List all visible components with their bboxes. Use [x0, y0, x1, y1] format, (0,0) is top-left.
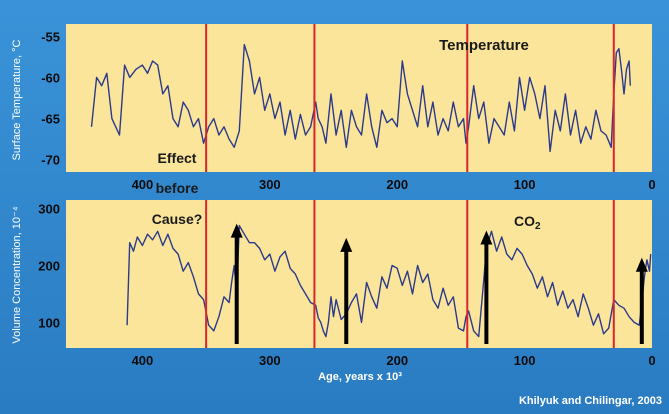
effect-annotation: Effect	[158, 150, 197, 166]
temperature-x-tick-label: 400	[132, 177, 154, 192]
temperature-panel	[66, 24, 652, 172]
temperature-x-tick-label: 300	[259, 177, 281, 192]
credit-text: Khilyuk and Chilingar, 2003	[519, 395, 662, 407]
co2-lag-arrow	[480, 230, 493, 345]
temperature-series-line	[90, 43, 631, 153]
co2-lag-arrow	[340, 237, 353, 345]
co2-x-tick-label: 400	[132, 353, 154, 368]
co2-y-axis-label: Volume Concentration, 10⁻⁴	[11, 206, 23, 343]
temperature-x-tick-label: 100	[514, 177, 536, 192]
temperature-annotation: Temperature	[439, 37, 529, 54]
before-annotation: before	[156, 180, 199, 196]
co2-series-line	[126, 224, 652, 338]
co2-y-tick-label: 100	[38, 315, 60, 330]
temperature-y-tick-label: -55	[41, 29, 60, 44]
co2-annotation: CO2	[514, 213, 541, 232]
co2-x-tick-label: 300	[259, 353, 281, 368]
temperature-y-axis-label: Surface Temperature, °C	[11, 39, 23, 160]
co2-lag-arrow	[230, 223, 243, 345]
temperature-y-tick-label: -65	[41, 112, 60, 127]
temperature-x-tick-label: 200	[386, 177, 408, 192]
temperature-y-tick-label: -60	[41, 70, 60, 85]
co2-panel	[66, 200, 652, 348]
temperature-x-tick-label: 0	[648, 177, 655, 192]
temperature-y-tick-label: -70	[41, 153, 60, 168]
co2-y-tick-label: 300	[38, 202, 60, 217]
co2-y-tick-label: 200	[38, 258, 60, 273]
co2-x-tick-label: 100	[514, 353, 536, 368]
x-axis-label: Age, years x 10³	[318, 371, 402, 383]
co2-x-tick-label: 0	[648, 353, 655, 368]
co2-lag-arrow	[635, 257, 648, 345]
co2-x-tick-label: 200	[386, 353, 408, 368]
cause-annotation: Cause?	[152, 211, 203, 227]
